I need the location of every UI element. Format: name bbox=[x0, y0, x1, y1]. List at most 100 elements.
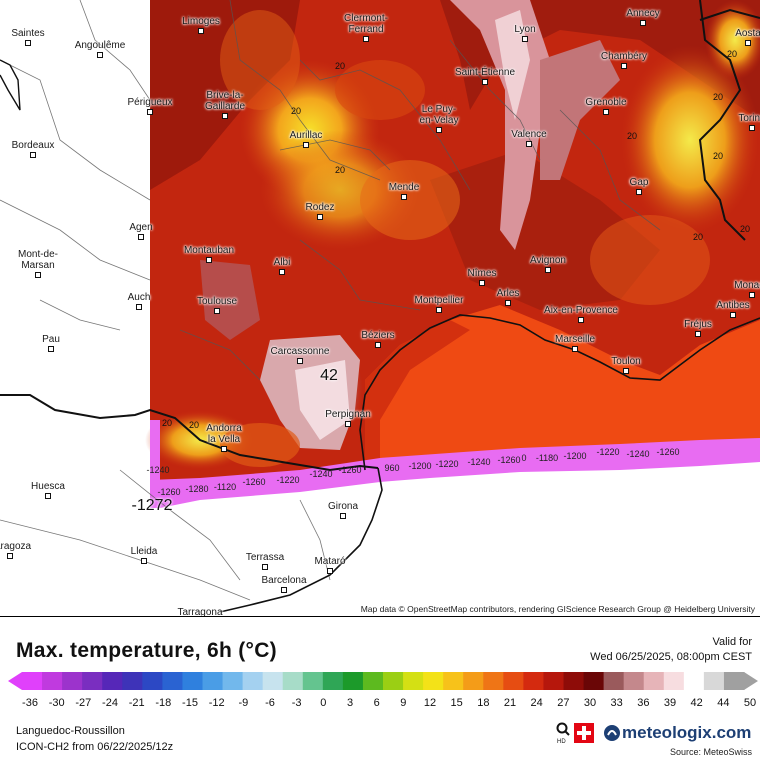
city-marker bbox=[141, 558, 147, 564]
city-marker bbox=[222, 113, 228, 119]
city-marker bbox=[45, 493, 51, 499]
city-marker bbox=[48, 346, 54, 352]
city-label: Clermont- Ferrand bbox=[344, 13, 388, 35]
city-label: Saint-Étienne bbox=[454, 67, 516, 78]
city-label: Andorra la Vella bbox=[206, 423, 242, 445]
city-label: Huesca bbox=[31, 481, 65, 492]
scale-swatch bbox=[423, 672, 444, 690]
city-marker bbox=[303, 142, 309, 148]
temperature-map[interactable]: Saintes Angoulême Limoges Clermont- Ferrand… bbox=[0, 0, 760, 616]
city-marker bbox=[505, 300, 511, 306]
city-marker bbox=[479, 280, 485, 286]
hd-zoom-icon[interactable]: HD bbox=[556, 722, 570, 744]
color-scale-bar bbox=[8, 672, 758, 690]
scale-tick-label: 44 bbox=[717, 697, 730, 709]
city-marker bbox=[147, 109, 153, 115]
city-marker bbox=[578, 317, 584, 323]
city-label: Pau bbox=[42, 334, 60, 345]
scale-swatch bbox=[623, 672, 645, 690]
scale-tick-label: -24 bbox=[102, 697, 118, 709]
scale-tick-label: 18 bbox=[477, 697, 490, 709]
scale-swatch bbox=[322, 672, 344, 690]
scale-tick-label: -6 bbox=[265, 697, 275, 709]
city-label: Chambéry bbox=[600, 51, 648, 62]
city-label: Montpellier bbox=[414, 295, 464, 306]
temperature-value: 20 bbox=[712, 92, 724, 102]
scale-swatch bbox=[42, 672, 63, 690]
city-label: Tarragona bbox=[177, 607, 223, 616]
scale-swatch bbox=[362, 672, 384, 690]
contour-label: -1260 bbox=[157, 487, 181, 497]
city-marker bbox=[730, 312, 736, 318]
city-marker bbox=[436, 127, 442, 133]
city-label: Nîmes bbox=[467, 268, 497, 279]
scale-swatch bbox=[102, 672, 123, 690]
scale-tick-label: 9 bbox=[400, 697, 407, 709]
city-label: Limoges bbox=[182, 16, 220, 27]
city-marker bbox=[623, 368, 629, 374]
contour-label: 960 bbox=[384, 463, 400, 473]
city-label: Gap bbox=[629, 177, 649, 188]
brand-name[interactable]: meteologix.com bbox=[622, 723, 752, 742]
sea-area bbox=[365, 305, 760, 466]
city-label: Albi bbox=[273, 257, 291, 268]
temperature-value: 42 bbox=[320, 367, 338, 384]
city-label: Mende bbox=[388, 182, 420, 193]
scale-tick-label: -12 bbox=[208, 697, 225, 709]
scale-tick-label: 27 bbox=[557, 697, 570, 709]
city-label: Auch bbox=[127, 292, 151, 303]
scale-swatch bbox=[643, 672, 665, 690]
contour-label: -1260 bbox=[242, 477, 266, 487]
scale-swatch bbox=[142, 672, 163, 690]
temperature-value: 20 bbox=[726, 49, 738, 59]
scale-swatch bbox=[222, 672, 244, 690]
scale-tick-label: 50 bbox=[743, 697, 757, 709]
city-label: Aurillac bbox=[289, 130, 323, 141]
temperature-value: 20 bbox=[712, 151, 724, 161]
scale-swatch bbox=[563, 672, 585, 690]
scale-tick-label: 3 bbox=[346, 697, 354, 709]
contour-label: -1220 bbox=[435, 459, 459, 469]
city-marker bbox=[345, 421, 351, 427]
scale-tick-label: 21 bbox=[503, 697, 517, 709]
city-marker bbox=[621, 63, 627, 69]
valid-date: Wed 06/25/2025, 08:00pm CEST bbox=[590, 651, 752, 663]
scale-tick-label: -3 bbox=[291, 697, 302, 709]
scale-swatch bbox=[182, 672, 203, 690]
city-marker bbox=[572, 346, 578, 352]
city-marker bbox=[317, 214, 323, 220]
city-label: Marseille bbox=[554, 334, 596, 345]
city-marker bbox=[30, 152, 36, 158]
city-marker bbox=[262, 564, 268, 570]
contour-label: -1240 bbox=[309, 469, 333, 479]
scale-tick-label: -36 bbox=[22, 697, 38, 709]
scale-tick-label: -21 bbox=[128, 697, 145, 709]
contour-label: -1260 bbox=[338, 465, 362, 475]
temperature-value: 20 bbox=[188, 420, 200, 430]
city-marker bbox=[482, 79, 488, 85]
city-marker bbox=[695, 331, 701, 337]
swiss-flag-icon bbox=[574, 723, 594, 743]
city-label: Torino bbox=[738, 113, 760, 124]
scale-swatch bbox=[82, 672, 103, 690]
scale-swatch bbox=[483, 672, 504, 690]
map-attribution[interactable]: Map data © OpenStreetMap contributors, r… bbox=[357, 604, 758, 614]
scale-swatch bbox=[202, 672, 224, 690]
temperature-value: 20 bbox=[334, 61, 346, 71]
city-label: Mataró bbox=[314, 556, 346, 567]
scale-swatch bbox=[603, 672, 625, 690]
city-label: Monaco bbox=[734, 280, 760, 291]
city-marker bbox=[749, 292, 755, 298]
contour-label: -1120 bbox=[213, 482, 237, 492]
city-marker bbox=[35, 272, 41, 278]
city-label: Brive-la- Gaillarde bbox=[204, 90, 246, 112]
contour-label: -1220 bbox=[596, 447, 620, 457]
scale-swatch bbox=[683, 672, 705, 690]
city-marker bbox=[25, 40, 31, 46]
city-marker bbox=[745, 40, 751, 46]
contour-label: -1200 bbox=[563, 451, 587, 461]
city-marker bbox=[97, 52, 103, 58]
color-scale-labels: -36 -30 -27 -24 -21 -18 -15 -12 -9 -6 -3 0 3 6 9 12 15 18… bbox=[0, 697, 760, 711]
scale-tick-label: 39 bbox=[663, 697, 677, 709]
model-run: ICON-CH2 from 06/22/2025/12z bbox=[16, 741, 174, 753]
